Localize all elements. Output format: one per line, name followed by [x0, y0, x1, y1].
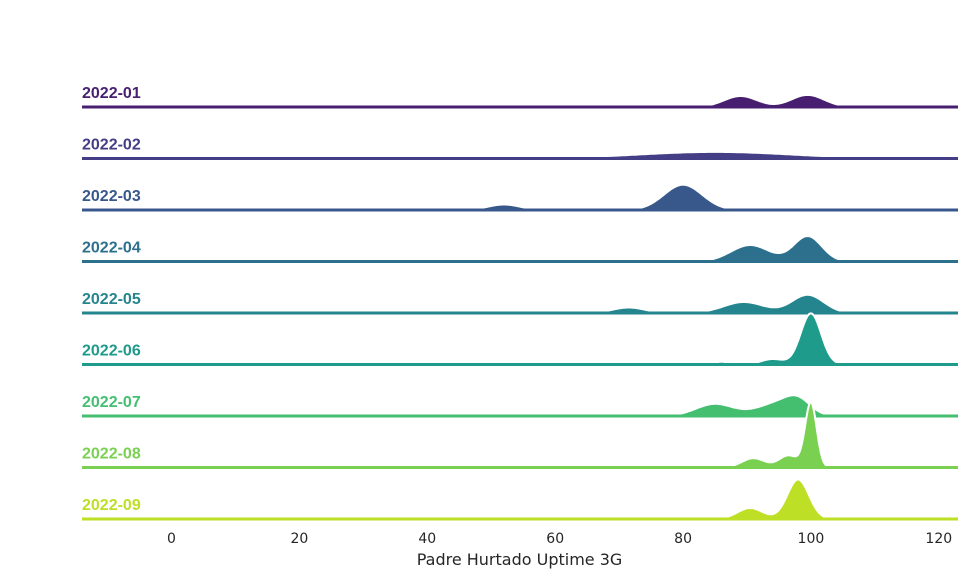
- x-axis-title: Padre Hurtado Uptime 3G: [417, 550, 623, 569]
- x-tick-label: 120: [925, 531, 952, 547]
- row-label: 2022-05: [82, 291, 141, 308]
- x-tick-label: 0: [167, 531, 176, 547]
- row-label: 2022-03: [82, 188, 141, 205]
- density-area: [82, 394, 958, 417]
- row-label: 2022-08: [82, 446, 141, 463]
- row-label: 2022-07: [82, 394, 141, 411]
- density-area: [82, 312, 958, 366]
- density-area: [82, 93, 958, 108]
- ridge-row-2022-06: 2022-06: [82, 312, 958, 366]
- row-label: 2022-06: [82, 343, 141, 360]
- row-label: 2022-01: [82, 85, 141, 102]
- row-label: 2022-09: [82, 497, 141, 514]
- ridge-row-2022-09: 2022-09: [82, 478, 958, 521]
- ridge-row-2022-02: 2022-02: [82, 137, 958, 160]
- ridge-row-2022-01: 2022-01: [82, 85, 958, 109]
- x-tick-label: 100: [798, 531, 825, 547]
- density-area: [82, 478, 958, 520]
- density-area: [82, 183, 958, 211]
- ridge-row-2022-04: 2022-04: [82, 234, 958, 263]
- x-tick-label: 40: [418, 531, 436, 547]
- ridge-row-2022-08: 2022-08: [82, 400, 958, 469]
- x-tick-label: 80: [674, 531, 692, 547]
- density-area: [82, 293, 958, 314]
- ridge-rows: 2022-01 2022-02 2022-03 2022-04 2022-05 2022-…: [82, 85, 958, 521]
- x-axis: 0 20 40 60 80 100 120: [167, 531, 952, 547]
- ridge-row-2022-07: 2022-07: [82, 394, 958, 418]
- row-label: 2022-04: [82, 240, 141, 257]
- ridge-row-2022-05: 2022-05: [82, 291, 958, 315]
- density-area: [82, 234, 958, 263]
- ridge-row-2022-03: 2022-03: [82, 183, 958, 212]
- x-tick-label: 20: [290, 531, 308, 547]
- density-area: [82, 400, 958, 469]
- x-tick-label: 60: [546, 531, 564, 547]
- row-label: 2022-02: [82, 137, 141, 154]
